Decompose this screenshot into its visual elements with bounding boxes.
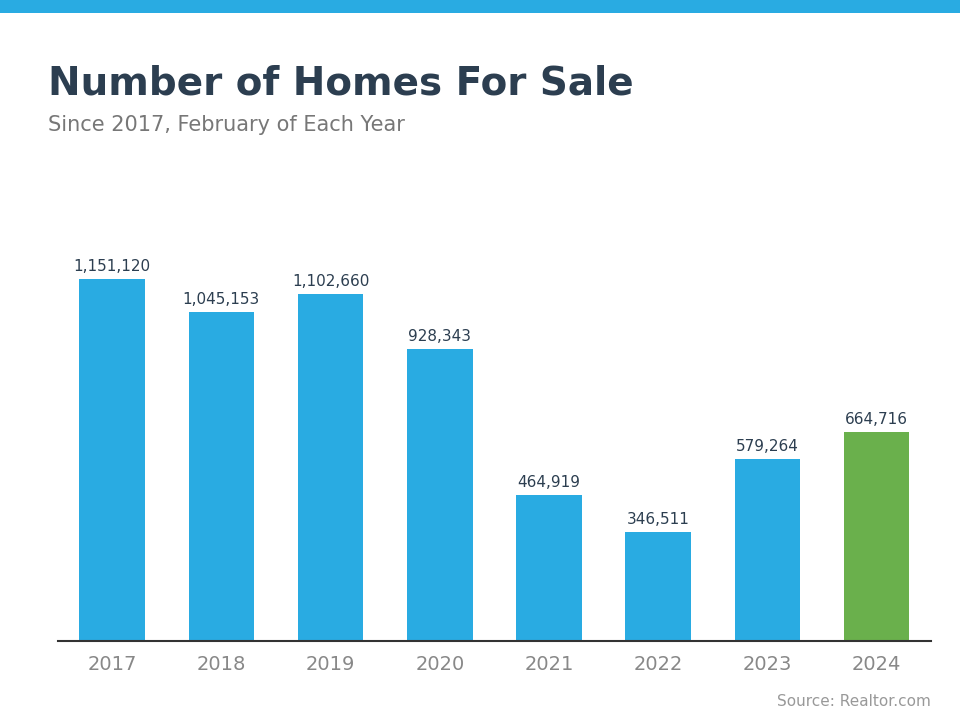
Bar (298, 294, 363, 641)
Text: Number of Homes For Sale: Number of Homes For Sale (48, 65, 634, 103)
Text: 1,102,660: 1,102,660 (292, 274, 370, 289)
Text: 346,511: 346,511 (627, 512, 689, 527)
Text: Since 2017, February of Each Year: Since 2017, February of Each Year (48, 115, 405, 135)
Text: 464,919: 464,919 (517, 474, 581, 490)
Bar (407, 348, 472, 641)
Bar (844, 431, 909, 641)
Bar (516, 495, 582, 641)
Bar (734, 459, 800, 641)
Text: 1,045,153: 1,045,153 (182, 292, 260, 307)
Text: Source: Realtor.com: Source: Realtor.com (778, 694, 931, 709)
Text: 664,716: 664,716 (845, 412, 908, 427)
Bar (188, 312, 254, 641)
Text: 1,151,120: 1,151,120 (74, 259, 151, 274)
Bar (80, 279, 145, 641)
Text: 579,264: 579,264 (736, 438, 799, 454)
Bar (626, 532, 691, 641)
Text: 928,343: 928,343 (408, 329, 471, 344)
